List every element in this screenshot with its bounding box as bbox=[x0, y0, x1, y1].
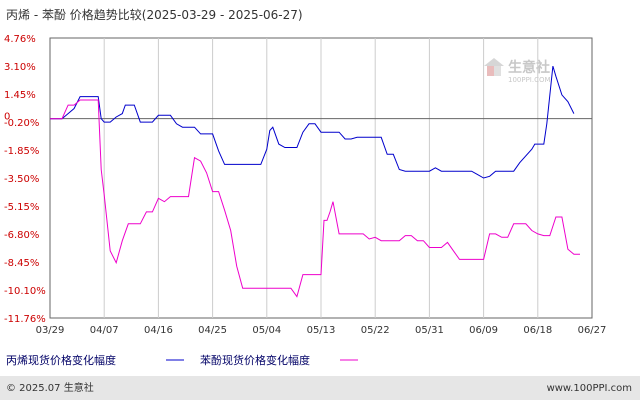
x-tick-label: 05/04 bbox=[252, 325, 281, 336]
y-tick-label: -8.45% bbox=[4, 258, 39, 269]
x-tick-label: 06/09 bbox=[469, 325, 498, 336]
x-tick-label: 04/07 bbox=[90, 325, 119, 336]
x-tick-label: 06/27 bbox=[578, 325, 607, 336]
chart-title: 丙烯 - 苯酚 价格趋势比较(2025-03-29 - 2025-06-27) bbox=[6, 7, 303, 22]
x-tick-label: 05/31 bbox=[415, 325, 444, 336]
footer-copyright: © 2025.07 生意社 bbox=[6, 381, 94, 394]
series-line-propylene bbox=[50, 65, 575, 179]
x-tick-label: 06/18 bbox=[523, 325, 552, 336]
footer: © 2025.07 生意社 www.100PPI.com bbox=[0, 376, 640, 400]
watermark-logo-icon bbox=[484, 58, 504, 76]
y-tick-label: -0.20% bbox=[4, 118, 39, 129]
legend: 丙烯现货价格变化幅度 苯酚现货价格变化幅度 bbox=[6, 353, 358, 367]
y-tick-label: 1.45% bbox=[4, 90, 36, 101]
watermark: 生意社 100PPI.COM bbox=[484, 58, 551, 84]
x-tick-label: 04/25 bbox=[198, 325, 227, 336]
y-tick-label: -1.85% bbox=[4, 146, 39, 157]
watermark-sub-text: 100PPI.COM bbox=[508, 76, 551, 84]
y-axis: 4.76% 3.10% 1.45% -0.20% -1.85% -3.50% -5.15% -… bbox=[4, 34, 46, 325]
legend-label-propylene: 丙烯现货价格变化幅度 bbox=[6, 353, 116, 367]
series-layer bbox=[50, 65, 580, 298]
watermark-text: 生意社 bbox=[508, 59, 550, 76]
x-tick-label: 05/22 bbox=[361, 325, 390, 336]
x-tick-label: 03/29 bbox=[36, 325, 65, 336]
y-tick-label: -5.15% bbox=[4, 202, 39, 213]
legend-label-phenol: 苯酚现货价格变化幅度 bbox=[200, 353, 310, 367]
y-tick-label: -6.80% bbox=[4, 230, 39, 241]
x-tick-label: 04/16 bbox=[144, 325, 173, 336]
y-tick-label: 4.76% bbox=[4, 34, 36, 45]
x-axis: 03/29 04/07 04/16 04/25 05/04 05/13 05/22 05/31… bbox=[36, 325, 607, 336]
x-tick-label: 05/13 bbox=[307, 325, 336, 336]
y-tick-label: -3.50% bbox=[4, 174, 39, 185]
zero-label: 0 bbox=[4, 112, 10, 123]
y-tick-label: 3.10% bbox=[4, 62, 36, 73]
footer-bar bbox=[0, 376, 640, 400]
y-tick-label: -10.10% bbox=[4, 286, 46, 297]
y-tick-label: -11.76% bbox=[4, 314, 46, 325]
footer-site-link[interactable]: www.100PPI.com bbox=[547, 383, 632, 394]
series-line-phenol bbox=[50, 99, 580, 298]
